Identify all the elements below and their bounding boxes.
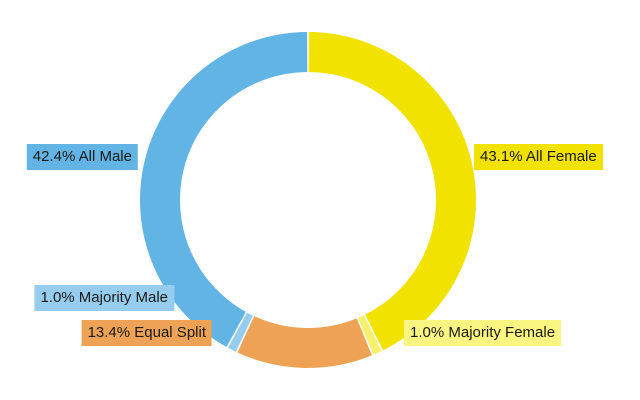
label-all-female: 43.1% All Female xyxy=(474,144,603,170)
slice-equal-split xyxy=(237,316,372,368)
label-equal-split: 13.4% Equal Split xyxy=(81,320,212,346)
slice-majority-male xyxy=(228,312,253,352)
label-all-male: 42.4% All Male xyxy=(26,144,138,170)
label-majority-female: 1.0% Majority Female xyxy=(404,320,562,346)
slice-majority-female xyxy=(357,315,382,355)
label-majority-male: 1.0% Majority Male xyxy=(34,285,174,311)
slice-all-female xyxy=(308,32,476,351)
slice-all-male xyxy=(140,32,308,347)
